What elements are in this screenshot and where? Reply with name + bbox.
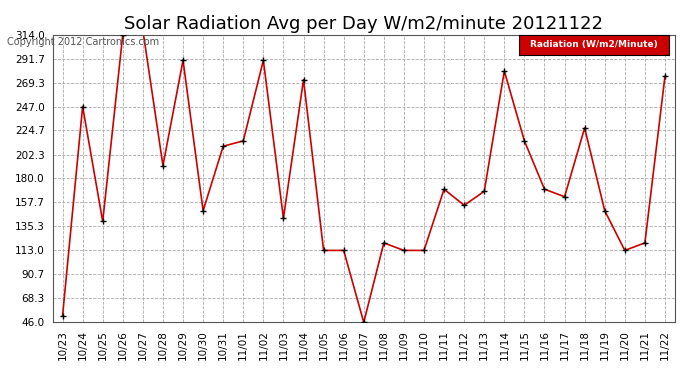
Text: Copyright 2012 Cartronics.com: Copyright 2012 Cartronics.com	[7, 37, 159, 47]
Title: Solar Radiation Avg per Day W/m2/minute 20121122: Solar Radiation Avg per Day W/m2/minute …	[124, 15, 603, 33]
